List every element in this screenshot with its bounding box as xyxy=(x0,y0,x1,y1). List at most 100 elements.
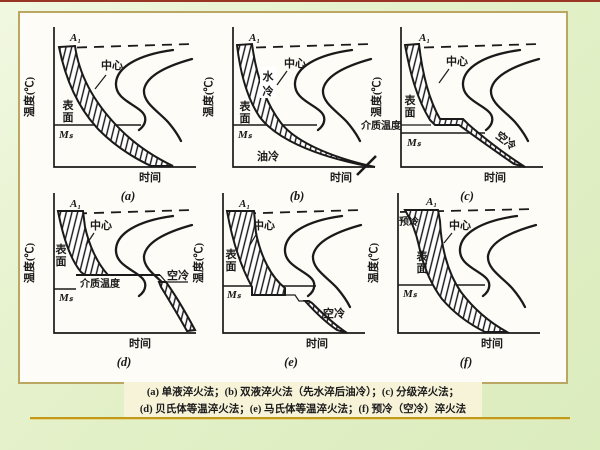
ttt-curve-1 xyxy=(114,214,175,298)
center-label: 中心 xyxy=(284,56,306,70)
surface-label-2: 面 xyxy=(63,111,74,124)
surface-label-2: 面 xyxy=(405,106,416,119)
diagram-c: 温度(℃) A₁ 介质温度 Mₛ 中心 表 面 空冷 时间 (c) xyxy=(360,17,551,205)
surface-label-1: 表 xyxy=(404,93,417,107)
medium-temp-label: 介质温度 xyxy=(79,277,121,290)
ms-label: Mₛ xyxy=(402,288,418,300)
figure-panel: 温度(℃) A₁ Mₛ 中心 表 面 时间 (a) 温度(℃) A₁ xyxy=(18,11,568,384)
top-rule xyxy=(0,0,600,2)
a1-line xyxy=(59,43,193,49)
ttt-curve-2 xyxy=(486,223,538,309)
surface-label-2: 面 xyxy=(240,112,251,125)
ms-label: Mₛ xyxy=(406,137,422,149)
center-leader xyxy=(443,232,453,244)
surface-label-2: 面 xyxy=(417,262,428,275)
diagram-d: 温度(℃) A₁ 介质温度 Mₛ 中心 表 面 空冷 时间 (d) xyxy=(20,183,204,371)
temp-axis-label: 温度(℃) xyxy=(366,243,380,284)
center-label: 中心 xyxy=(253,218,275,232)
axis-break-slash xyxy=(356,155,377,176)
caption-line-1: (a) 单液淬火法；(b) 双液淬火法（先水淬后油冷）；(c) 分级淬火法； xyxy=(146,387,460,398)
center-label: 中心 xyxy=(449,218,471,232)
surface-label-1: 表 xyxy=(225,247,238,261)
time-axis-label: 时间 xyxy=(484,170,506,184)
caption: (d) xyxy=(117,355,132,369)
a1-line xyxy=(238,43,372,49)
diagram-a: 温度(℃) A₁ Mₛ 中心 表 面 时间 (a) xyxy=(20,17,204,205)
surface-label-1: 表 xyxy=(62,98,75,112)
center-leader xyxy=(438,68,450,84)
time-axis-label: 时间 xyxy=(139,170,161,184)
ttt-curve-1 xyxy=(461,48,522,132)
ttt-curve-2 xyxy=(321,57,373,143)
a1-label: A₁ xyxy=(248,32,260,44)
diagram-b: 温度(℃) A₁ 水 冷 Mₛ 中心 表 面 油冷 时间 (b) xyxy=(199,17,383,205)
surface-label-2: 面 xyxy=(56,255,67,268)
a1-label: A₁ xyxy=(69,198,81,210)
step-line xyxy=(285,294,305,302)
a1-label: A₁ xyxy=(69,32,81,44)
water-label-1: 水 xyxy=(263,69,275,83)
surface-label-2: 面 xyxy=(226,260,237,273)
axes xyxy=(400,27,543,168)
ms-label: Mₛ xyxy=(58,129,74,141)
gold-divider xyxy=(30,417,570,420)
caption: (c) xyxy=(460,189,474,203)
air-cool-band xyxy=(302,300,348,334)
ttt-curve-1 xyxy=(458,214,519,298)
axes xyxy=(53,27,196,168)
axes xyxy=(222,193,365,334)
medium-temp-label: 介质温度 xyxy=(360,119,402,132)
cooling-band xyxy=(57,44,174,167)
caption: (e) xyxy=(284,355,298,369)
cooling-band xyxy=(403,209,511,333)
temp-axis-label: 温度(℃) xyxy=(22,243,36,284)
precool-label: 预冷 xyxy=(399,215,419,228)
caption-box: (a) 单液淬火法；(b) 双液淬火法（先水淬后油冷）；(c) 分级淬火法； (… xyxy=(124,382,482,419)
time-axis-label: 时间 xyxy=(129,336,151,350)
a1-label: A₁ xyxy=(418,32,430,44)
cooling-band xyxy=(403,42,526,168)
temp-axis-label: 温度(℃) xyxy=(191,243,205,284)
caption: (a) xyxy=(121,189,136,203)
ms-label: Mₛ xyxy=(237,129,253,141)
time-axis-label: 时间 xyxy=(481,336,503,350)
a1-line xyxy=(406,43,540,49)
ms-label: Mₛ xyxy=(58,292,74,304)
cooling-band xyxy=(225,210,286,296)
temp-axis-label: 温度(℃) xyxy=(201,77,215,118)
axes xyxy=(53,193,196,334)
center-label: 中心 xyxy=(101,58,123,72)
diagram-e: 温度(℃) A₁ Mₛ 中心 表 面 空冷 时间 (e) xyxy=(189,183,373,371)
temp-axis-label: 温度(℃) xyxy=(369,77,383,118)
water-label-2: 冷 xyxy=(263,84,274,98)
center-leader xyxy=(249,232,258,246)
diagram-f: 温度(℃) A₁ 预冷 Mₛ 中心 表 面 时间 (f) xyxy=(364,183,548,371)
oil-label: 油冷 xyxy=(257,149,279,163)
time-axis-label: 时间 xyxy=(306,336,328,350)
time-axis-label: 时间 xyxy=(330,170,352,184)
ttt-curve-1 xyxy=(114,48,175,132)
a1-label: A₁ xyxy=(238,198,250,210)
ms-label: Mₛ xyxy=(226,289,242,301)
ttt-curve-2 xyxy=(489,57,541,143)
ttt-curve-2 xyxy=(142,57,194,143)
surface-label-1: 表 xyxy=(55,242,68,256)
center-leader xyxy=(94,74,107,90)
caption: (b) xyxy=(290,189,305,203)
air-label: 空冷 xyxy=(323,306,345,320)
ttt-curve-1 xyxy=(293,48,354,132)
center-leader xyxy=(85,232,95,246)
cooling-band xyxy=(235,42,376,168)
surface-label-1: 表 xyxy=(239,99,252,113)
surface-label-1: 表 xyxy=(416,249,429,263)
temp-axis-label: 温度(℃) xyxy=(22,77,36,118)
ttt-curve-2 xyxy=(311,223,363,309)
air-label: 空冷 xyxy=(167,268,189,282)
axes xyxy=(232,27,375,168)
center-label: 中心 xyxy=(446,54,468,68)
a1-label: A₁ xyxy=(425,196,437,208)
air-cool-band xyxy=(157,281,197,333)
water-label-bg xyxy=(260,67,276,98)
caption-line-2: (d) 贝氏体等温淬火法；(e) 马氏体等温淬火法；(f) 预冷（空冷）淬火法 xyxy=(139,404,467,415)
